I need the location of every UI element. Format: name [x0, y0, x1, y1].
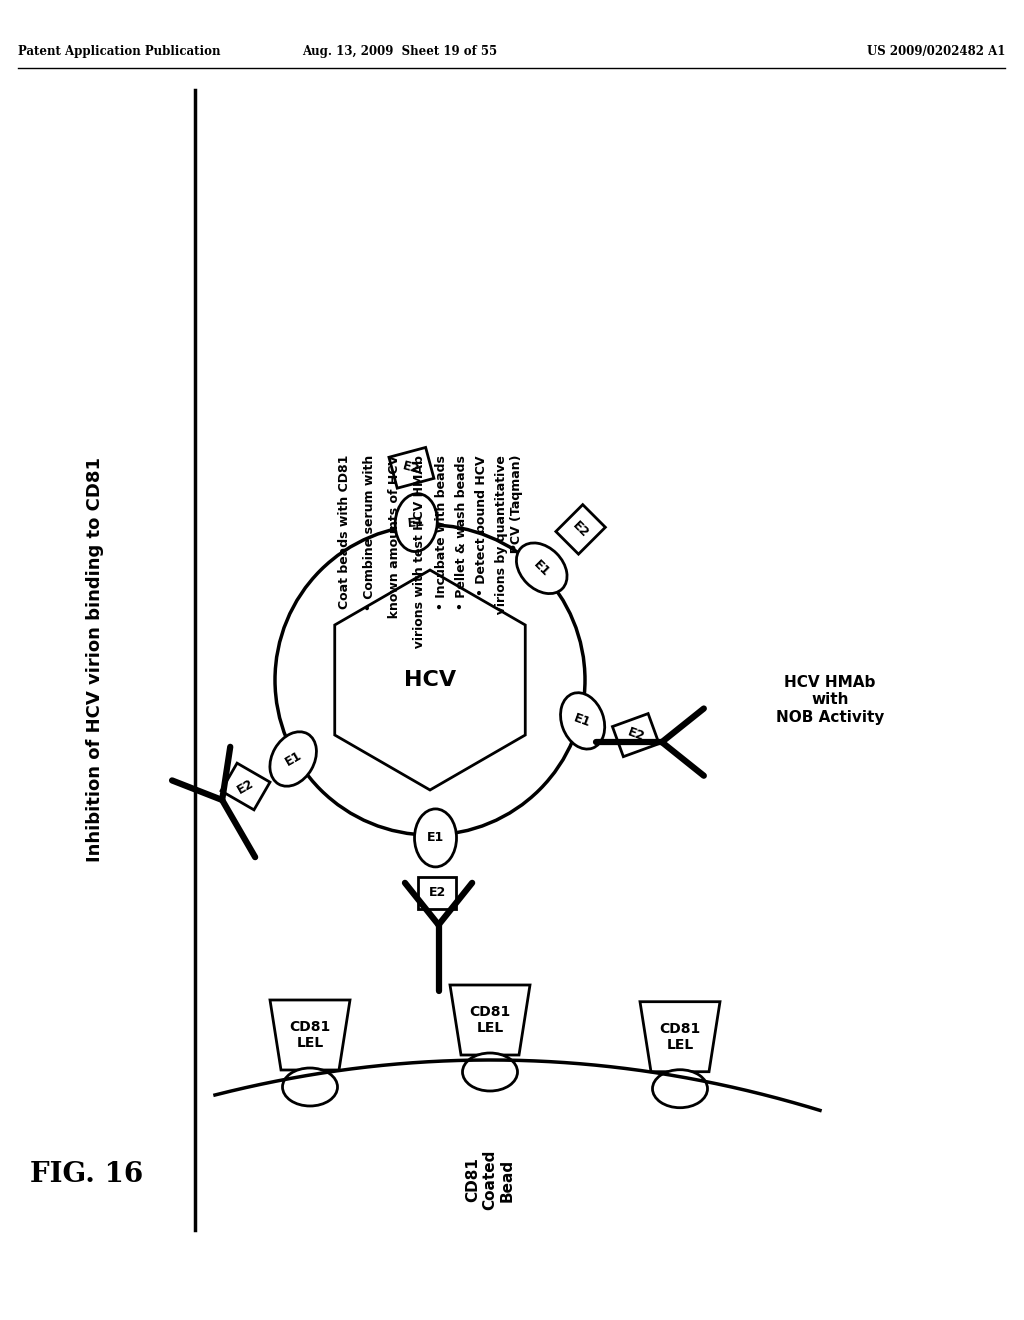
Text: known amounts of HCV: known amounts of HCV [388, 455, 401, 627]
Text: E2: E2 [626, 726, 646, 744]
Text: CD81
LEL: CD81 LEL [469, 1005, 511, 1035]
Text: Inhibition of HCV virion binding to CD81: Inhibition of HCV virion binding to CD81 [86, 458, 104, 862]
Ellipse shape [395, 494, 437, 552]
Ellipse shape [516, 543, 567, 594]
Polygon shape [270, 1001, 350, 1071]
Text: HCV HMAb
with
NOB Activity: HCV HMAb with NOB Activity [776, 675, 884, 725]
Text: • Combine serum with: • Combine serum with [362, 455, 376, 611]
Text: virions by quantitative: virions by quantitative [495, 455, 508, 623]
Text: E2: E2 [234, 776, 256, 796]
Ellipse shape [652, 1069, 708, 1107]
Text: Aug. 13, 2009  Sheet 19 of 55: Aug. 13, 2009 Sheet 19 of 55 [302, 45, 498, 58]
Text: E2: E2 [401, 459, 422, 477]
Text: E2: E2 [570, 519, 591, 540]
Polygon shape [640, 1002, 720, 1072]
Text: virions with test HCV HMAb: virions with test HCV HMAb [413, 455, 426, 657]
Text: US 2009/0202482 A1: US 2009/0202482 A1 [866, 45, 1005, 58]
Text: Coat beads with CD81: Coat beads with CD81 [338, 455, 351, 610]
Text: FIG. 16: FIG. 16 [30, 1162, 143, 1188]
Text: E1: E1 [531, 557, 552, 579]
Text: HCV: HCV [403, 671, 456, 690]
Ellipse shape [560, 693, 605, 748]
Text: CD81
Coated
Bead: CD81 Coated Bead [465, 1150, 515, 1210]
Ellipse shape [463, 1053, 517, 1092]
Text: • Incubate with beads: • Incubate with beads [435, 455, 449, 610]
Text: • Pellet & wash beads: • Pellet & wash beads [455, 455, 468, 610]
Text: E1: E1 [572, 711, 593, 730]
Text: E1: E1 [283, 748, 304, 770]
Text: Patent Application Publication: Patent Application Publication [18, 45, 220, 58]
Bar [612, 714, 659, 756]
Text: PCV (Taqman): PCV (Taqman) [510, 455, 523, 562]
Text: CD81
LEL: CD81 LEL [290, 1020, 331, 1051]
Ellipse shape [415, 809, 457, 867]
Text: • Detect bound HCV: • Detect bound HCV [475, 455, 488, 595]
Text: CD81
LEL: CD81 LEL [659, 1022, 700, 1052]
Text: E1: E1 [427, 832, 444, 845]
Bar [556, 504, 605, 554]
Text: E1: E1 [408, 515, 425, 529]
Bar [389, 447, 434, 488]
Bar [221, 763, 270, 810]
Polygon shape [450, 985, 530, 1055]
Ellipse shape [283, 1068, 338, 1106]
Bar [419, 876, 457, 909]
Ellipse shape [270, 731, 316, 787]
Text: E2: E2 [429, 886, 446, 899]
